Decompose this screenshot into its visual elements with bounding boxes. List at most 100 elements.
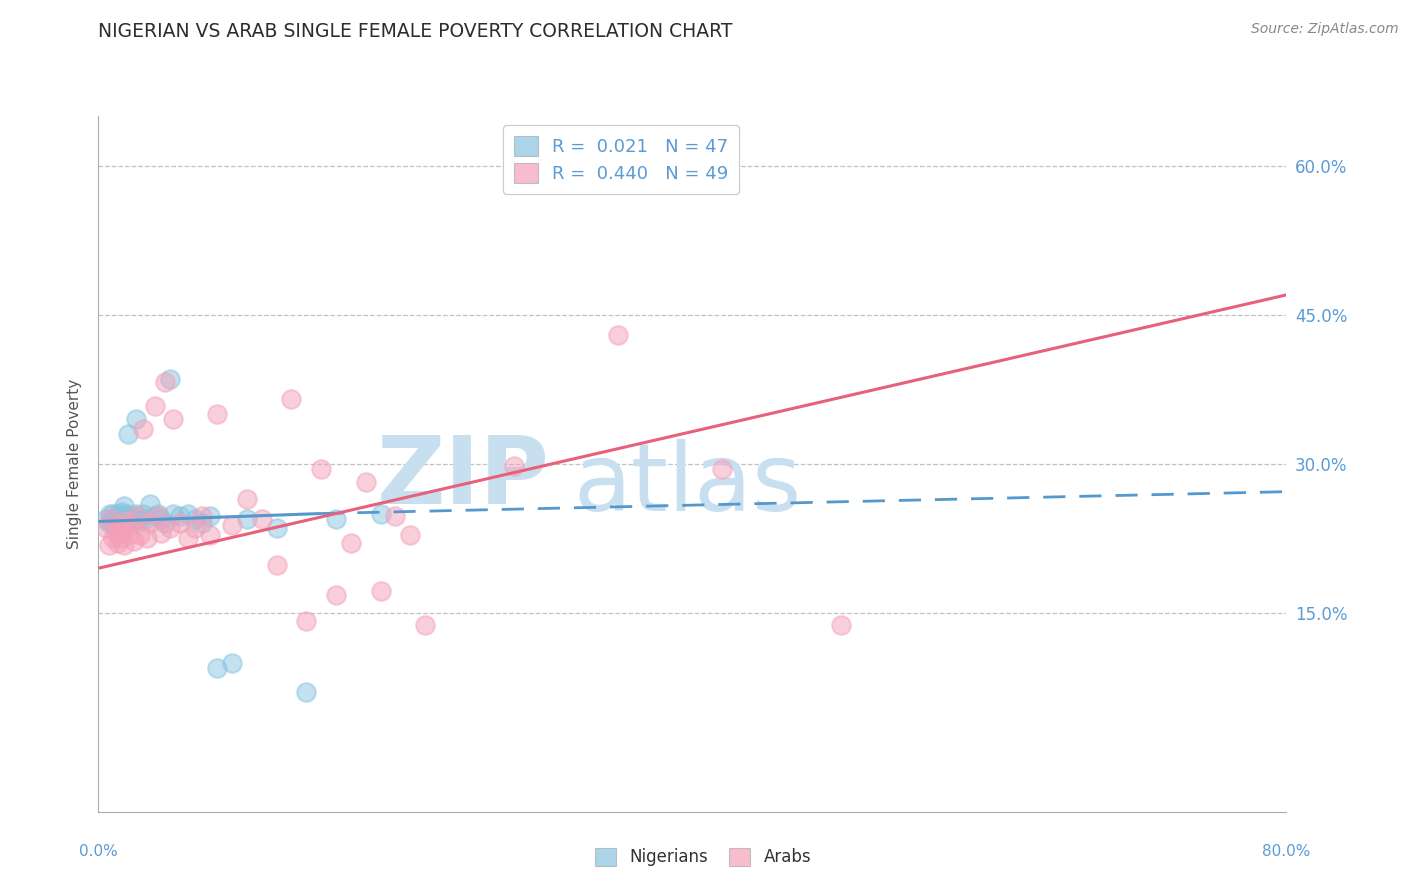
Point — [103, 511, 125, 525]
Point — [129, 528, 152, 542]
Point — [830, 618, 852, 632]
Point — [184, 521, 207, 535]
Point — [169, 516, 191, 531]
Point — [125, 508, 148, 523]
Point — [98, 507, 121, 521]
Text: NIGERIAN VS ARAB SINGLE FEMALE POVERTY CORRELATION CHART: NIGERIAN VS ARAB SINGLE FEMALE POVERTY C… — [98, 22, 733, 41]
Point — [143, 399, 166, 413]
Point — [159, 372, 181, 386]
Point — [146, 507, 169, 521]
Point — [108, 526, 131, 541]
Point — [325, 511, 347, 525]
Point — [149, 526, 172, 541]
Point — [97, 516, 120, 531]
Point — [115, 507, 138, 521]
Point — [384, 508, 406, 523]
Text: Source: ZipAtlas.com: Source: ZipAtlas.com — [1251, 22, 1399, 37]
Point — [191, 516, 214, 531]
Point — [266, 521, 288, 535]
Point — [111, 524, 134, 539]
Point — [325, 588, 347, 602]
Point — [114, 511, 136, 525]
Point — [124, 412, 146, 426]
Point — [503, 458, 526, 473]
Point — [110, 508, 132, 523]
Point — [114, 508, 136, 523]
Point — [110, 532, 132, 546]
Legend: Nigerians, Arabs: Nigerians, Arabs — [586, 839, 820, 875]
Point — [354, 475, 377, 489]
Point — [125, 511, 148, 525]
Point — [198, 528, 221, 542]
Point — [149, 511, 172, 525]
Point — [176, 532, 198, 546]
Point — [221, 656, 243, 670]
Point — [176, 507, 198, 521]
Point — [97, 538, 120, 552]
Legend: R =  0.021   N = 47, R =  0.440   N = 49: R = 0.021 N = 47, R = 0.440 N = 49 — [503, 125, 740, 194]
Point — [117, 528, 139, 542]
Point — [162, 507, 184, 521]
Point — [191, 508, 214, 523]
Point — [370, 507, 392, 521]
Point — [169, 508, 191, 523]
Point — [98, 511, 121, 525]
Point — [135, 511, 157, 525]
Point — [399, 528, 422, 542]
Point — [413, 618, 436, 632]
Point — [94, 511, 117, 525]
Point — [103, 532, 125, 546]
Point — [121, 508, 143, 523]
Point — [607, 327, 630, 342]
Point — [139, 516, 162, 531]
Point — [295, 685, 318, 699]
Point — [117, 427, 139, 442]
Point — [114, 515, 136, 529]
Point — [103, 507, 125, 521]
Point — [132, 507, 155, 521]
Point — [110, 511, 132, 525]
Point — [105, 521, 128, 535]
Point — [101, 516, 124, 531]
Point — [105, 526, 128, 541]
Point — [124, 507, 146, 521]
Point — [184, 511, 207, 525]
Point — [250, 511, 273, 525]
Point — [120, 516, 142, 531]
Text: atlas: atlas — [574, 439, 801, 531]
Point — [711, 462, 734, 476]
Point — [108, 518, 131, 533]
Point — [111, 516, 134, 531]
Text: 0.0%: 0.0% — [79, 845, 118, 859]
Point — [120, 518, 142, 533]
Point — [236, 491, 259, 506]
Point — [309, 462, 332, 476]
Point — [155, 376, 177, 390]
Point — [221, 518, 243, 533]
Point — [104, 516, 127, 531]
Point — [129, 515, 152, 529]
Point — [139, 497, 162, 511]
Point — [112, 538, 135, 552]
Point — [159, 521, 181, 535]
Point — [340, 536, 363, 550]
Point — [136, 532, 159, 546]
Point — [207, 407, 229, 421]
Point — [143, 508, 166, 523]
Text: 80.0%: 80.0% — [1263, 845, 1310, 859]
Text: ZIP: ZIP — [377, 432, 550, 524]
Point — [295, 614, 318, 628]
Point — [107, 507, 129, 521]
Point — [122, 534, 145, 549]
Point — [94, 521, 117, 535]
Point — [107, 536, 129, 550]
Point — [162, 412, 184, 426]
Point — [236, 511, 259, 525]
Point — [155, 516, 177, 531]
Point — [266, 558, 288, 573]
Point — [370, 584, 392, 599]
Point — [280, 392, 302, 407]
Point — [111, 504, 134, 518]
Point — [132, 422, 155, 436]
Point — [207, 660, 229, 674]
